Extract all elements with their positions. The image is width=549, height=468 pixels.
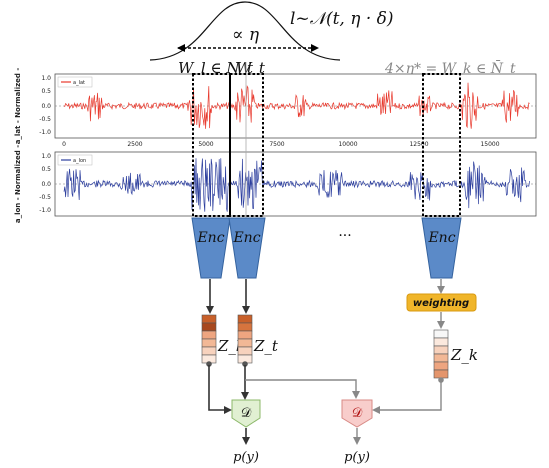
signal-bottom	[63, 158, 530, 212]
gaussian-width-label: ∝ η	[232, 25, 260, 45]
plot-bottom-ylabel: a_lon - Normalized -	[14, 145, 22, 223]
arrow-zk-d2	[372, 381, 442, 414]
ytick-top-1: 0.5	[41, 88, 51, 95]
discriminator-2-label: 𝒟	[352, 406, 363, 421]
ytick-top-4: -1.0	[39, 129, 51, 136]
arrow-zt-d2	[245, 379, 360, 399]
xtick-0: 0	[62, 141, 66, 148]
discriminator-1: 𝒟	[231, 399, 261, 428]
latent-zt-label: Z_t	[253, 337, 279, 355]
encoder-3-label: Enc	[427, 230, 455, 246]
latent-zl-stack	[201, 314, 217, 364]
latent-zl-label: Z_l	[217, 337, 241, 355]
encoder-2-label: Enc	[232, 230, 260, 246]
ytick-bot-1: 0.5	[41, 166, 51, 173]
ytick-bot-3: -0.5	[39, 194, 51, 201]
window-label-wk: 4×η* = W_k ∈ N̄_t	[384, 59, 516, 77]
plot-top-ylabel: a_lat - Normalized -	[14, 68, 22, 145]
ytick-top-2: 0.0	[41, 103, 51, 110]
plot-top-legend: a_lat	[73, 80, 85, 86]
window-wk	[422, 73, 461, 217]
window-label-wl: W_l ∈ N_t	[178, 59, 254, 77]
output-2: p(y)	[344, 450, 370, 465]
plot-bottom-legend-box	[57, 154, 93, 166]
latent-zk-label: Z_k	[450, 346, 478, 364]
plot-bottom-yticks: 1.0 0.5 0.0 -0.5 -1.0	[39, 153, 51, 214]
weighting-box: weighting	[406, 293, 477, 312]
plot-top-legend-box	[57, 76, 93, 88]
xtick-3: 7500	[269, 141, 284, 148]
ytick-bot-0: 1.0	[41, 153, 51, 160]
ytick-bot-2: 0.0	[41, 181, 51, 188]
xtick-2: 5000	[198, 141, 213, 148]
output-1: p(y)	[233, 450, 259, 465]
latent-zt-stack	[237, 314, 253, 364]
plot-top-yticks: 1.0 0.5 0.0 -0.5 -1.0	[39, 75, 51, 136]
plot-top-xticks: 0 2500 5000 7500 10000 12500 15000	[62, 141, 500, 148]
discriminator-1-label: 𝒟	[241, 406, 252, 421]
ytick-top-0: 1.0	[41, 75, 51, 82]
window-label-wt: W_t	[236, 59, 266, 77]
weighting-label: weighting	[413, 298, 469, 309]
arrow-zl-d1	[208, 365, 232, 414]
plot-bottom-legend: a_lon	[73, 158, 86, 164]
xtick-1: 2500	[127, 141, 142, 148]
xtick-5: 12500	[409, 141, 428, 148]
latent-zk-stack	[433, 329, 449, 379]
ytick-bot-4: -1.0	[39, 207, 51, 214]
xtick-4: 10000	[338, 141, 357, 148]
ellipsis: ···	[338, 228, 351, 244]
encoder-2: Enc	[228, 217, 266, 279]
encoder-1-label: Enc	[196, 230, 224, 246]
signal-top	[63, 82, 530, 129]
gaussian-formula: l~𝒩(t, η · δ)	[290, 9, 394, 29]
ytick-top-3: -0.5	[39, 116, 51, 123]
window-wt	[229, 73, 264, 217]
discriminator-2: 𝒟	[341, 399, 373, 428]
xtick-6: 15000	[480, 141, 499, 148]
encoder-1: Enc	[191, 217, 231, 279]
encoder-3: Enc	[421, 217, 462, 279]
